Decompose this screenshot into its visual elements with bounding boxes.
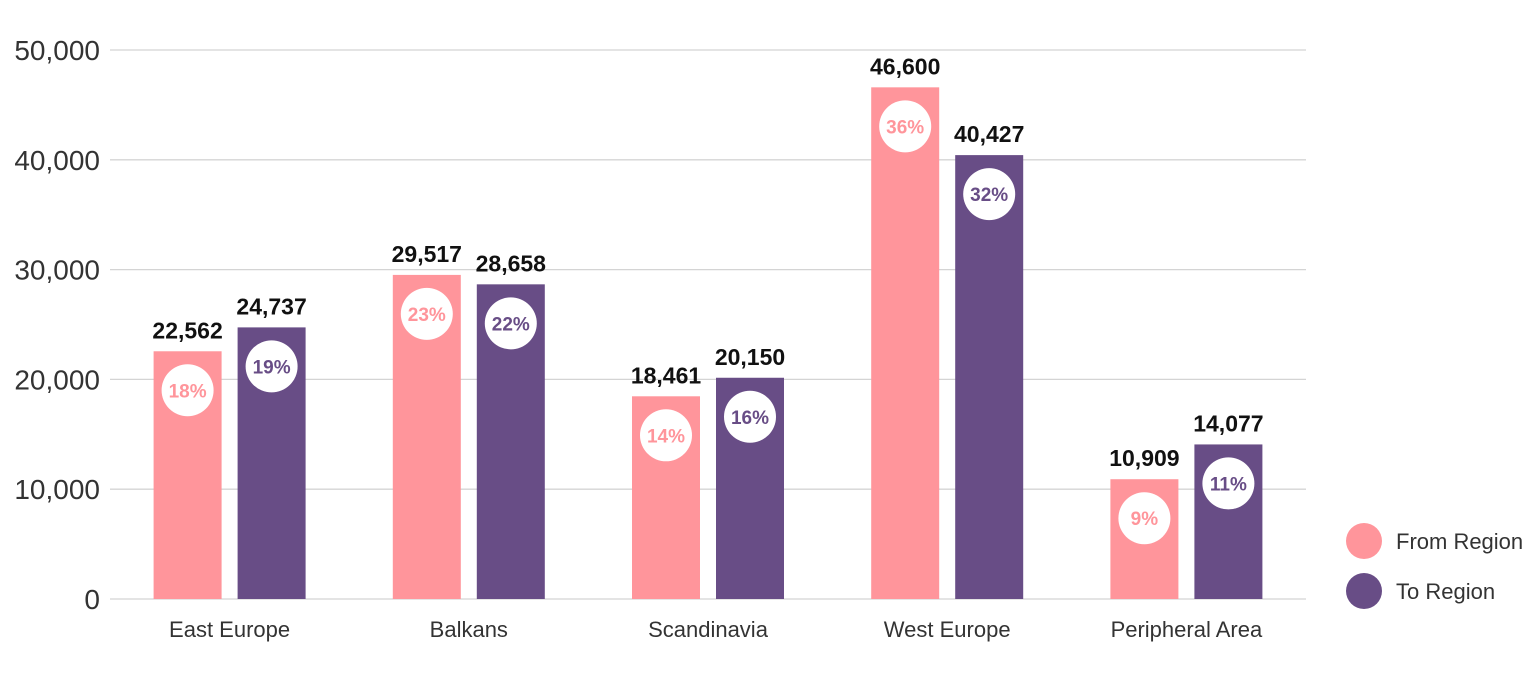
category-label: West Europe <box>884 617 1011 642</box>
y-tick-label: 20,000 <box>14 364 100 395</box>
percent-badge <box>724 390 776 443</box>
percent-label: 9% <box>1131 509 1159 530</box>
y-tick-label: 30,000 <box>14 255 100 286</box>
percent-badge <box>400 287 453 340</box>
bar-value-label: 20,150 <box>715 344 785 370</box>
category-label: East Europe <box>169 617 290 642</box>
bar-value-label: 22,562 <box>152 317 222 343</box>
legend-swatch <box>1346 573 1382 609</box>
bar-value-label: 28,658 <box>476 250 547 276</box>
y-tick-label: 0 <box>84 584 100 615</box>
bar-value-label: 14,077 <box>1193 410 1263 436</box>
percent-badge <box>1118 492 1171 545</box>
percent-label: 14% <box>647 426 685 447</box>
bar-value-label: 24,737 <box>236 293 306 319</box>
percent-badge <box>640 409 692 462</box>
bar <box>955 155 1024 599</box>
percent-label: 32% <box>970 185 1008 206</box>
y-tick-label: 50,000 <box>14 35 100 66</box>
legend: From Region To Region <box>1346 523 1523 609</box>
bar-value-label: 40,427 <box>954 121 1024 147</box>
bar-value-label: 10,909 <box>1109 445 1179 471</box>
y-tick-label: 10,000 <box>14 474 100 505</box>
percent-badge <box>245 340 298 393</box>
legend-label: To Region <box>1396 579 1495 604</box>
grid-lines <box>110 49 1306 600</box>
percent-badge <box>963 168 1016 221</box>
percent-label: 22% <box>492 314 530 335</box>
percent-label: 19% <box>253 357 291 378</box>
legend-label: From Region <box>1396 529 1523 554</box>
percent-badge <box>484 297 537 350</box>
data-labels: 22,562 18% 24,737 19% 29,517 23% 28,658 22% 18,4… <box>152 53 1264 545</box>
percent-badge <box>879 100 932 153</box>
percent-label: 36% <box>886 117 924 138</box>
percent-label: 11% <box>1210 474 1247 495</box>
category-label: Scandinavia <box>648 617 769 642</box>
x-axis-categories: East Europe Balkans Scandinavia West Europe… <box>169 617 1263 642</box>
legend-swatch <box>1346 523 1382 559</box>
percent-badge <box>161 364 214 417</box>
percent-label: 16% <box>731 408 769 429</box>
y-axis-ticks: 0 10,000 20,000 30,000 40,000 50,000 <box>14 35 100 615</box>
bar <box>871 87 940 599</box>
bar-value-label: 46,600 <box>870 53 940 79</box>
y-tick-label: 40,000 <box>14 145 100 176</box>
category-label: Peripheral Area <box>1111 617 1263 642</box>
percent-label: 18% <box>169 381 207 402</box>
bars <box>153 87 1263 599</box>
percent-badge <box>1202 457 1255 510</box>
bar-value-label: 18,461 <box>631 362 702 388</box>
category-label: Balkans <box>430 617 508 642</box>
bar-value-label: 29,517 <box>392 241 462 267</box>
percent-label: 23% <box>408 305 446 326</box>
